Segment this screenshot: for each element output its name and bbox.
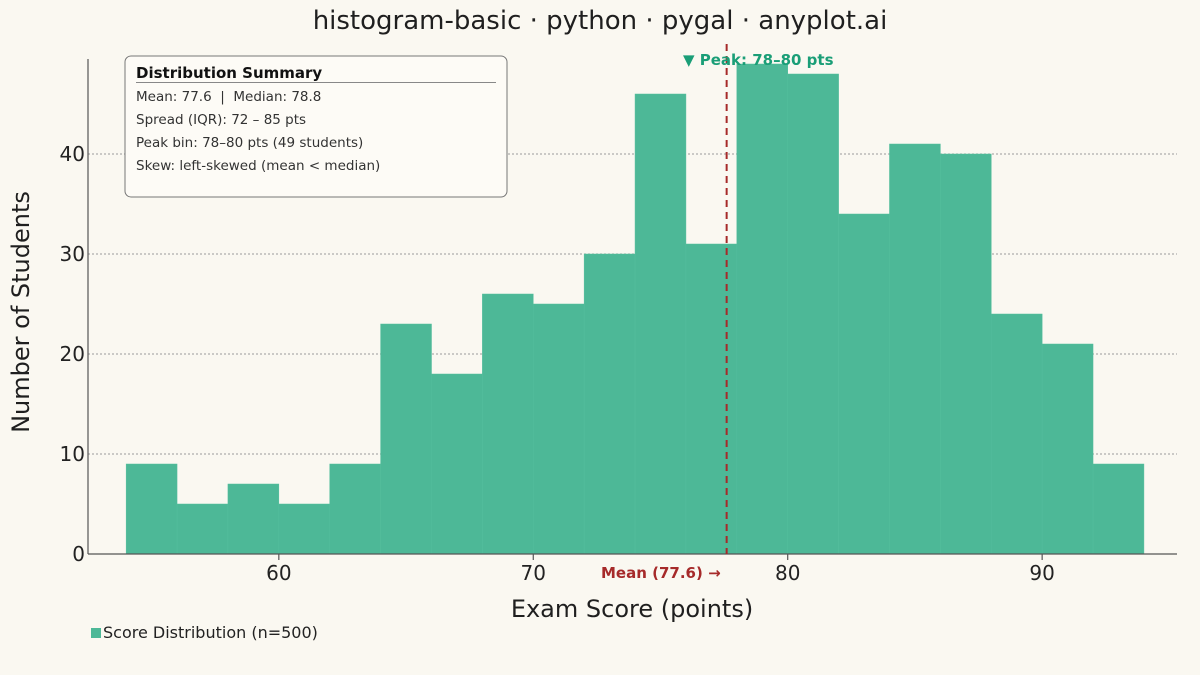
y-tick-label: 40 <box>60 142 85 166</box>
axis-ticks: 0 10 20 30 40 60 70 80 90 <box>60 142 1055 585</box>
x-tick-label: 70 <box>521 561 546 585</box>
y-tick-label: 0 <box>72 542 85 566</box>
histogram-bar-92-94 <box>1092 463 1145 555</box>
summary-line-spread: Spread (IQR): 72 – 85 pts <box>136 112 306 128</box>
summary-line-mean-median: Mean: 77.6 | Median: 78.8 <box>136 89 321 105</box>
histogram-bar-72-74 <box>583 253 636 555</box>
legend: Score Distribution (n=500) <box>91 623 318 642</box>
mean-label: Mean (77.6) → <box>601 564 721 582</box>
histogram-bar-62-64 <box>329 463 381 555</box>
histogram-bar-82-84 <box>838 213 890 555</box>
histogram-bar-86-88 <box>940 153 992 555</box>
histogram-bar-88-90 <box>991 313 1043 555</box>
chart-title: histogram-basic · python · pygal · anypl… <box>313 6 888 36</box>
histogram-bar-64-66 <box>380 323 432 555</box>
histogram-bar-66-68 <box>431 373 483 555</box>
histogram-bar-70-72 <box>533 303 585 555</box>
y-tick-label: 30 <box>60 242 85 266</box>
histogram-bar-74-76 <box>634 93 687 555</box>
summary-title: Distribution Summary <box>136 64 322 82</box>
x-tick-label: 80 <box>775 561 800 585</box>
x-axis-title: Exam Score (points) <box>511 595 753 623</box>
histogram-bar-78-80 <box>736 63 788 555</box>
y-tick-label: 10 <box>60 442 85 466</box>
histogram-bar-54-56 <box>125 463 178 555</box>
histogram-bar-90-92 <box>1041 343 1094 555</box>
histogram-bar-76-78 <box>685 243 738 555</box>
legend-label: Score Distribution (n=500) <box>103 623 318 642</box>
summary-box: Distribution Summary Mean: 77.6 | Median… <box>124 55 508 198</box>
x-tick-label: 60 <box>266 561 291 585</box>
histogram-bar-80-82 <box>787 73 839 555</box>
y-axis-title: Number of Students <box>7 191 35 433</box>
x-tick-label: 90 <box>1029 561 1054 585</box>
legend-swatch <box>91 628 101 638</box>
histogram-bar-60-62 <box>278 503 330 555</box>
summary-line-peak-bin: Peak bin: 78–80 pts (49 students) <box>136 135 363 151</box>
histogram-bars <box>125 63 1145 555</box>
histogram-bar-68-70 <box>482 293 534 555</box>
summary-box-frame <box>124 55 508 198</box>
summary-line-skew: Skew: left-skewed (mean < median) <box>136 158 380 174</box>
peak-label: ▼ Peak: 78–80 pts <box>683 51 834 69</box>
histogram-bar-56-58 <box>176 503 229 555</box>
y-tick-label: 20 <box>60 342 85 366</box>
histogram-bar-58-60 <box>227 483 280 555</box>
histogram-bar-84-86 <box>889 143 941 555</box>
